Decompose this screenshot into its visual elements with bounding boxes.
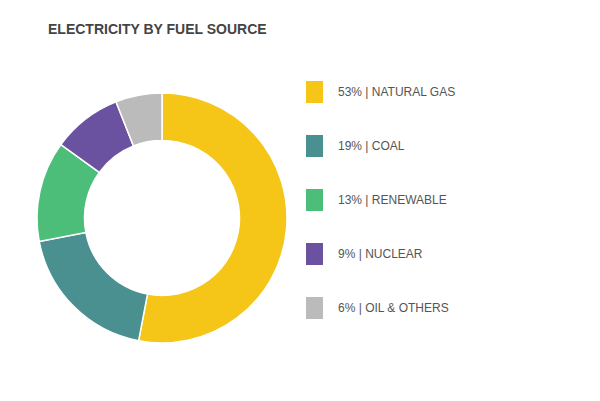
legend-label: 6% | OIL & OTHERS xyxy=(338,301,449,315)
chart-container: ELECTRICITY BY FUEL SOURCE 53% | NATURAL … xyxy=(0,0,600,401)
legend-swatch xyxy=(306,135,323,157)
legend-label: 53% | NATURAL GAS xyxy=(338,85,455,99)
slice xyxy=(39,233,147,341)
legend-swatch xyxy=(306,297,323,319)
legend-swatch xyxy=(306,189,323,211)
legend-label: 13% | RENEWABLE xyxy=(338,193,447,207)
legend-label: 9% | NUCLEAR xyxy=(338,247,423,261)
legend-label: 19% | COAL xyxy=(338,139,405,153)
slices xyxy=(37,93,287,343)
page: {"chart_data": {"type": "donut", "title"… xyxy=(0,0,600,401)
chart: ELECTRICITY BY FUEL SOURCE 53% | NATURAL … xyxy=(0,0,600,401)
legend-swatch xyxy=(306,243,323,265)
slice xyxy=(116,93,162,146)
legend: 53% | NATURAL GAS 19% | COAL 13% | RENEWAB… xyxy=(306,81,455,319)
legend-swatch xyxy=(306,81,323,103)
title: ELECTRICITY BY FUEL SOURCE xyxy=(48,21,267,37)
